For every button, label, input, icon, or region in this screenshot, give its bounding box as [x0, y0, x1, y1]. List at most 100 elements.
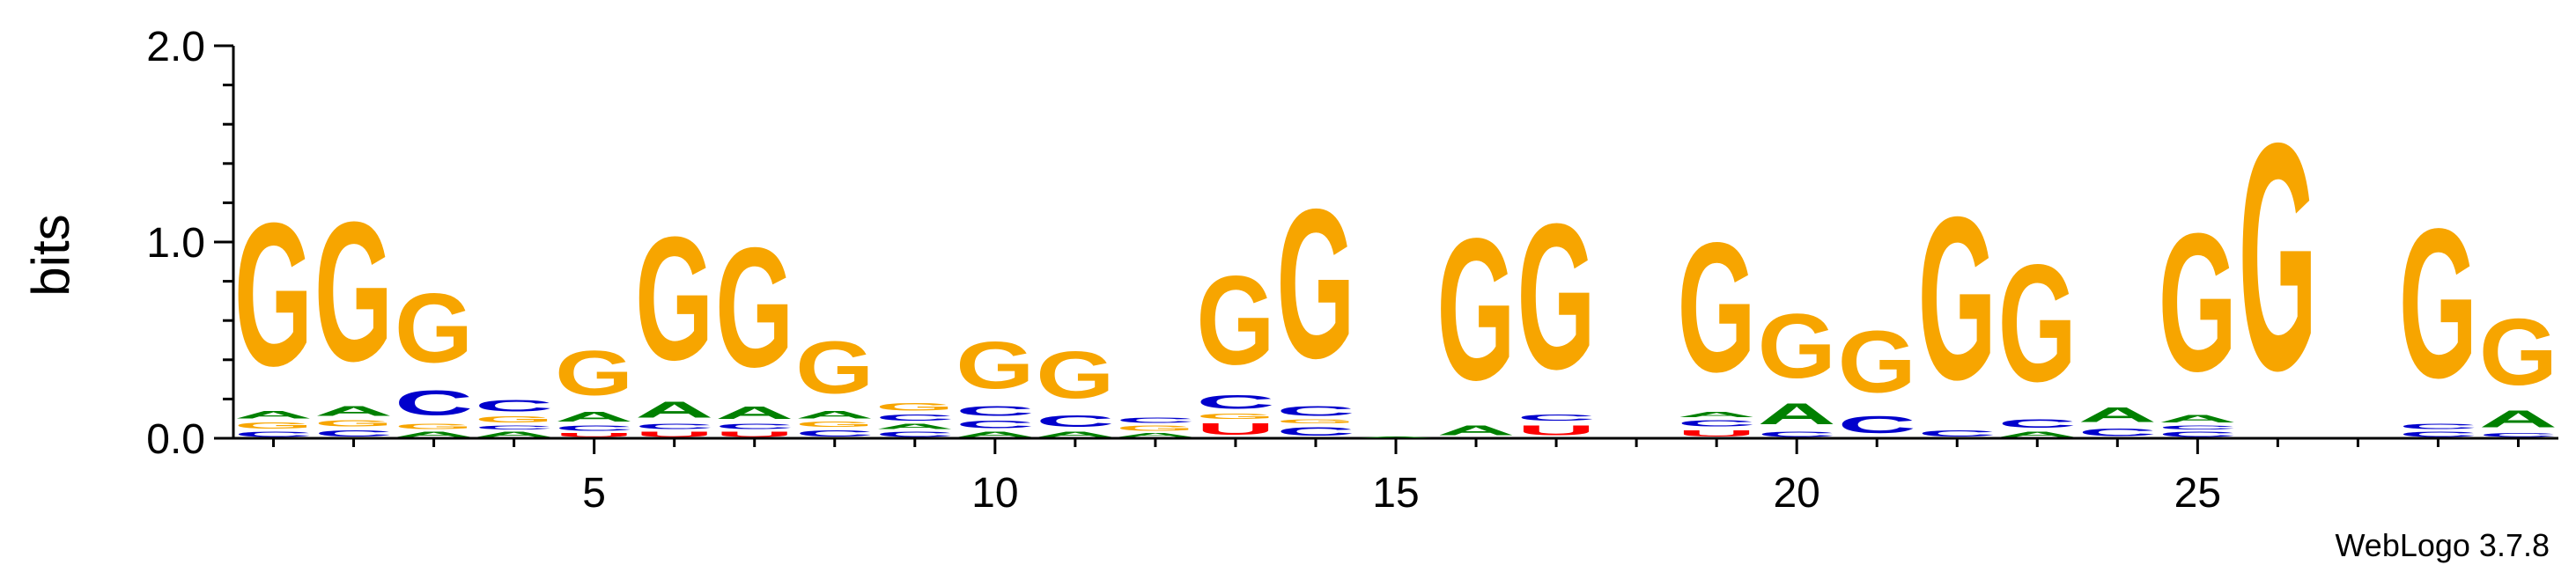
logo-letter-G: G [1196, 249, 1274, 392]
logo-letter-C: C [2159, 430, 2237, 438]
logo-letter-C: C [795, 429, 874, 438]
logo-letter-G: G [1276, 419, 1354, 425]
logo-letter-A: A [1036, 430, 1114, 438]
logo-letter-C: C [1036, 413, 1114, 430]
logo-letter-G: G [956, 328, 1034, 403]
logo-letter-G: G [395, 274, 473, 384]
logo-letter-U: U [715, 430, 793, 438]
logo-letter-A: A [1436, 422, 1515, 438]
logo-letter-C: C [475, 397, 553, 415]
logo-letter-G: G [1116, 424, 1194, 432]
logo-letter-G: G [715, 212, 793, 403]
logo-letter-C: C [475, 424, 553, 430]
logo-letter-G: G [2239, 75, 2317, 437]
logo-letter-A: A [875, 422, 954, 430]
logo-letter-A: A [475, 430, 553, 438]
logo-letter-G: G [475, 415, 553, 424]
logo-letter-G: G [2479, 298, 2558, 405]
logo-letter-A: A [956, 430, 1034, 438]
logo-letter-C: C [956, 419, 1034, 430]
logo-letter-C: C [2399, 422, 2477, 430]
logo-glyphs: CGAGCGAGAGCGACGCUCAGUCAGUCAGCGAGCACGACCG… [234, 75, 2558, 438]
logo-letter-A: A [1758, 397, 1836, 430]
tick-labels: 0.0 1.0 2.0 5 10 15 20 25 [146, 24, 2221, 517]
logo-letter-U: U [1678, 429, 1756, 438]
y-tick-label: 2.0 [146, 24, 205, 70]
x-tick-label: 20 [1773, 470, 1819, 517]
logo-letter-C: C [314, 429, 393, 438]
logo-letter-C: C [1998, 416, 2077, 430]
logo-letter-C: C [1838, 411, 1916, 438]
logo-letter-G: G [395, 422, 473, 430]
logo-letter-G: G [2159, 192, 2237, 413]
logo-letter-A: A [555, 408, 633, 424]
logo-letter-A: A [1678, 411, 1756, 419]
y-tick-label: 0.0 [146, 416, 205, 463]
logo-letter-G: G [1678, 204, 1756, 411]
logo-letter-C: C [2078, 427, 2157, 438]
logo-letter-C: C [2159, 424, 2237, 430]
logo-letter-C: C [395, 384, 473, 422]
logo-letter-A: A [234, 409, 313, 421]
logo-letter-C: C [2399, 430, 2477, 438]
logo-letter-C: C [234, 430, 313, 438]
logo-letter-C: C [1196, 391, 1274, 413]
logo-letter-G: G [1838, 312, 1916, 411]
logo-letter-U: U [1517, 422, 1595, 438]
logo-letter-G: G [2399, 186, 2477, 423]
logo-letter-A: A [314, 403, 393, 419]
logo-letter-G: G [314, 180, 393, 402]
x-tick-label: 25 [2174, 470, 2221, 517]
logo-letter-C: C [1276, 403, 1354, 419]
logo-letter-C: C [715, 422, 793, 430]
logo-letter-C: C [1678, 419, 1756, 429]
logo-letter-U: U [1196, 421, 1274, 438]
logo-letter-A: A [2159, 413, 2237, 424]
logo-letter-G: G [1036, 338, 1114, 413]
logo-letter-G: G [1196, 413, 1274, 421]
y-axis-title: bits [21, 214, 80, 296]
logo-letter-C: C [635, 422, 713, 430]
logo-letter-C: C [1918, 429, 1997, 438]
logo-letter-A: A [715, 403, 793, 422]
logo-letter-A: A [635, 397, 713, 422]
logo-letter-A: A [2078, 403, 2157, 427]
logo-letter-C: C [1758, 430, 1836, 438]
y-tick-label: 1.0 [146, 220, 205, 267]
logo-letter-G: G [314, 419, 393, 429]
logo-letter-G: G [234, 180, 313, 408]
logo-letter-G: G [635, 200, 713, 398]
logo-letter-U: U [555, 432, 633, 438]
logo-letter-A: A [795, 409, 874, 421]
logo-letter-A: A [1998, 430, 2077, 438]
logo-letter-G: G [1436, 195, 1515, 422]
logo-letter-G: G [795, 421, 874, 429]
logo-letter-G: G [1918, 170, 1997, 429]
logo-letter-C: C [1517, 413, 1595, 422]
footer-credit: WebLogo 3.7.8 [2335, 527, 2550, 563]
logo-letter-G: G [875, 401, 954, 413]
x-tick-label: 10 [971, 470, 1018, 517]
logo-letter-C: C [956, 403, 1034, 419]
axes [214, 44, 2558, 454]
logo-letter-A: A [395, 430, 473, 438]
logo-letter-C: C [2479, 432, 2558, 438]
logo-letter-C: C [555, 424, 633, 432]
logo-letter-A: A [1116, 432, 1194, 438]
logo-letter-G: G [1758, 296, 1836, 398]
logo-letter-C: C [875, 430, 954, 438]
logo-letter-A: A [2479, 405, 2558, 432]
logo-letter-G: G [555, 338, 633, 408]
logo-letter-C: C [1276, 424, 1354, 438]
logo-letter-G: G [795, 327, 874, 409]
logo-letter-C: C [875, 413, 954, 422]
logo-letter-A: A [1356, 437, 1435, 438]
logo-letter-G: G [234, 421, 313, 430]
x-tick-label: 15 [1372, 470, 1419, 517]
logo-letter-G: G [1276, 166, 1354, 404]
logo-letter-G: G [1998, 231, 2077, 417]
logo-letter-G: G [1517, 181, 1595, 413]
x-tick-label: 5 [582, 470, 606, 517]
logo-letter-U: U [635, 430, 713, 438]
